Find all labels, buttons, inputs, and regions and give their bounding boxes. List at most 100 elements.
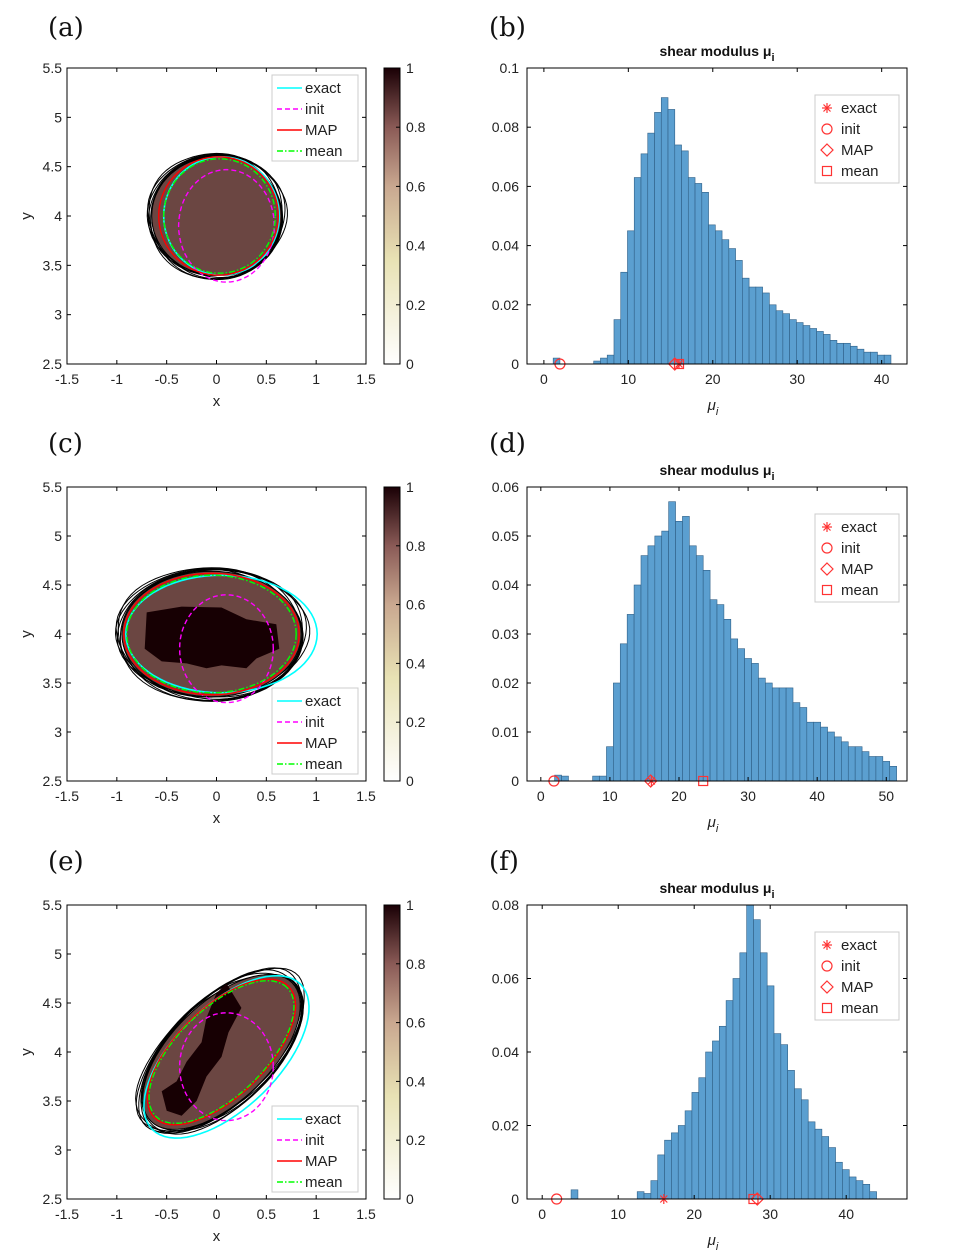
bar [667, 109, 676, 365]
bars [570, 904, 877, 1200]
map-marker [643, 774, 658, 788]
bar [814, 1128, 823, 1200]
bar [836, 342, 844, 365]
x-axis-label: μi [707, 814, 719, 835]
bar [640, 555, 649, 782]
bar [661, 530, 669, 782]
y-tick-label: 0 [511, 773, 519, 789]
x-tick-label: 1.5 [356, 1206, 376, 1222]
legend-label: mean [305, 756, 343, 773]
x-tick-label: 0 [537, 788, 545, 804]
x-axis-label-main: μ [707, 397, 716, 414]
x-tick-label: 20 [705, 371, 721, 387]
y-tick-label: 5.5 [43, 897, 63, 913]
mean-curve [148, 979, 295, 1125]
bar [856, 348, 865, 365]
colorbar-tick-label: 1 [406, 897, 414, 913]
init-marker [821, 960, 833, 972]
bar [746, 904, 754, 1200]
bar [792, 702, 801, 782]
init-marker [821, 542, 833, 554]
legend: exact init MAP mean [814, 931, 900, 1021]
bar [870, 351, 878, 365]
colorbar-tick-label: 0 [406, 773, 414, 789]
bar [654, 112, 662, 365]
bar [835, 1161, 843, 1200]
mean-marker [821, 584, 833, 596]
chart-title-sub: i [771, 889, 774, 901]
colorbar-tick-label: 0.8 [406, 119, 426, 135]
bar [599, 775, 607, 782]
y-tick-label: 5 [54, 946, 62, 962]
panel-label: (f) [489, 847, 519, 877]
bar [787, 1070, 795, 1200]
x-tick-label: -0.5 [155, 788, 179, 804]
colorbar-tick-label: 0.6 [406, 178, 426, 194]
legend-label: init [305, 101, 325, 118]
bar [570, 1189, 579, 1200]
map-marker [750, 1192, 765, 1206]
bar [816, 331, 824, 365]
x-tick-label: 0.5 [257, 1206, 277, 1222]
chart-title: shear modulus μi [659, 43, 774, 64]
bar [687, 177, 696, 365]
bars [552, 97, 892, 365]
bar [712, 1040, 720, 1200]
legend-label: mean [841, 582, 879, 599]
y-axis-label: y [18, 1048, 35, 1056]
x-tick-label: 1.5 [356, 788, 376, 804]
x-tick-label: 10 [602, 788, 618, 804]
y-tick-label: 5 [54, 528, 62, 544]
bar [869, 1191, 877, 1200]
bar [718, 1025, 727, 1200]
bar [654, 535, 663, 782]
bar [813, 721, 821, 782]
bar [834, 736, 842, 782]
bar [633, 584, 642, 782]
bar [561, 775, 569, 782]
y-tick-label: 2.5 [43, 773, 63, 789]
y-tick-label: 5.5 [43, 479, 63, 495]
legend-label: MAP [841, 142, 874, 159]
bar [782, 313, 790, 365]
x-tick-label: -0.5 [155, 371, 179, 387]
colorbar-tick-label: 0.6 [406, 597, 426, 613]
legend-label: init [305, 714, 325, 731]
x-tick-label: -0.5 [155, 1206, 179, 1222]
x-tick-label: -1 [111, 371, 124, 387]
bar [889, 765, 897, 782]
inclusion-core [161, 983, 242, 1116]
bar [771, 687, 780, 782]
bar [613, 682, 621, 782]
y-tick-label: 0.1 [500, 60, 520, 76]
map-marker [820, 143, 834, 157]
legend-box [271, 687, 359, 775]
chart-title: shear modulus μi [659, 880, 774, 901]
legend-label: exact [841, 937, 878, 954]
y-tick-label: 4 [54, 208, 62, 224]
bar [861, 751, 870, 782]
colorbar [383, 904, 401, 1200]
x-axis-label: μi [707, 397, 719, 418]
y-tick-label: 3 [54, 1142, 62, 1158]
x-tick-label: 50 [878, 788, 894, 804]
legend-label: exact [841, 100, 878, 117]
y-tick-label: 0.04 [492, 1044, 519, 1060]
bar [748, 286, 757, 365]
y-tick-label: 0.02 [492, 675, 519, 691]
bar [671, 1132, 679, 1200]
y-tick-label: 0.04 [492, 577, 519, 593]
x-tick-label: 1 [312, 1206, 320, 1222]
x-tick-label: 30 [762, 1206, 778, 1222]
bar [780, 1044, 788, 1200]
y-tick-label: 0.06 [492, 178, 519, 194]
bar [751, 663, 759, 782]
legend-label: mean [841, 1000, 879, 1017]
bar [664, 1139, 672, 1200]
map-marker [667, 357, 682, 371]
legend-label: exact [305, 1111, 342, 1128]
bar [681, 150, 689, 365]
panel-label: (e) [48, 847, 84, 877]
legend-label: exact [305, 80, 342, 97]
x-axis-label-sub: i [716, 823, 719, 835]
